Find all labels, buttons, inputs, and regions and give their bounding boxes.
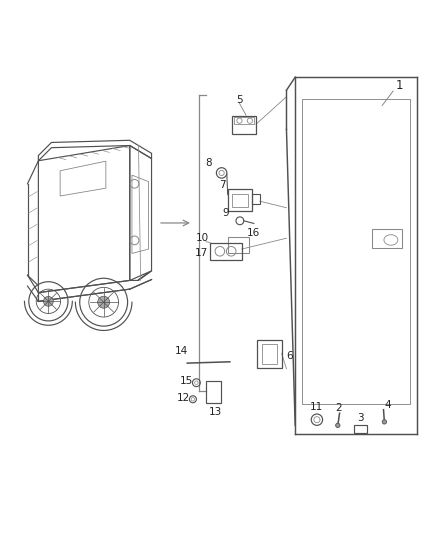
Bar xyxy=(257,340,282,368)
Bar xyxy=(206,382,221,403)
Text: 12: 12 xyxy=(177,392,190,402)
Text: 2: 2 xyxy=(336,403,342,413)
Text: 1: 1 xyxy=(396,79,403,92)
Bar xyxy=(302,99,410,403)
Text: 11: 11 xyxy=(310,402,323,411)
Text: 7: 7 xyxy=(219,180,226,190)
Bar xyxy=(261,344,277,364)
Text: 16: 16 xyxy=(247,228,261,238)
Circle shape xyxy=(336,423,340,427)
Bar xyxy=(354,425,367,433)
Bar xyxy=(228,237,250,254)
Bar xyxy=(228,189,252,211)
Text: 9: 9 xyxy=(223,208,229,218)
Bar xyxy=(252,194,260,204)
Text: 8: 8 xyxy=(205,158,212,168)
Text: 14: 14 xyxy=(174,346,188,356)
Circle shape xyxy=(43,296,53,306)
Text: 15: 15 xyxy=(180,376,194,385)
Text: 13: 13 xyxy=(209,407,222,417)
Text: 5: 5 xyxy=(236,95,243,105)
Bar xyxy=(232,194,248,207)
Circle shape xyxy=(98,296,110,308)
Bar xyxy=(372,229,402,248)
Text: 3: 3 xyxy=(357,413,364,423)
Text: 4: 4 xyxy=(385,400,391,410)
Bar xyxy=(232,116,256,134)
Text: 10: 10 xyxy=(196,233,209,243)
Text: 6: 6 xyxy=(286,351,293,361)
Text: 17: 17 xyxy=(195,248,208,259)
Bar xyxy=(210,243,242,260)
Bar xyxy=(234,117,254,124)
Circle shape xyxy=(382,419,387,424)
